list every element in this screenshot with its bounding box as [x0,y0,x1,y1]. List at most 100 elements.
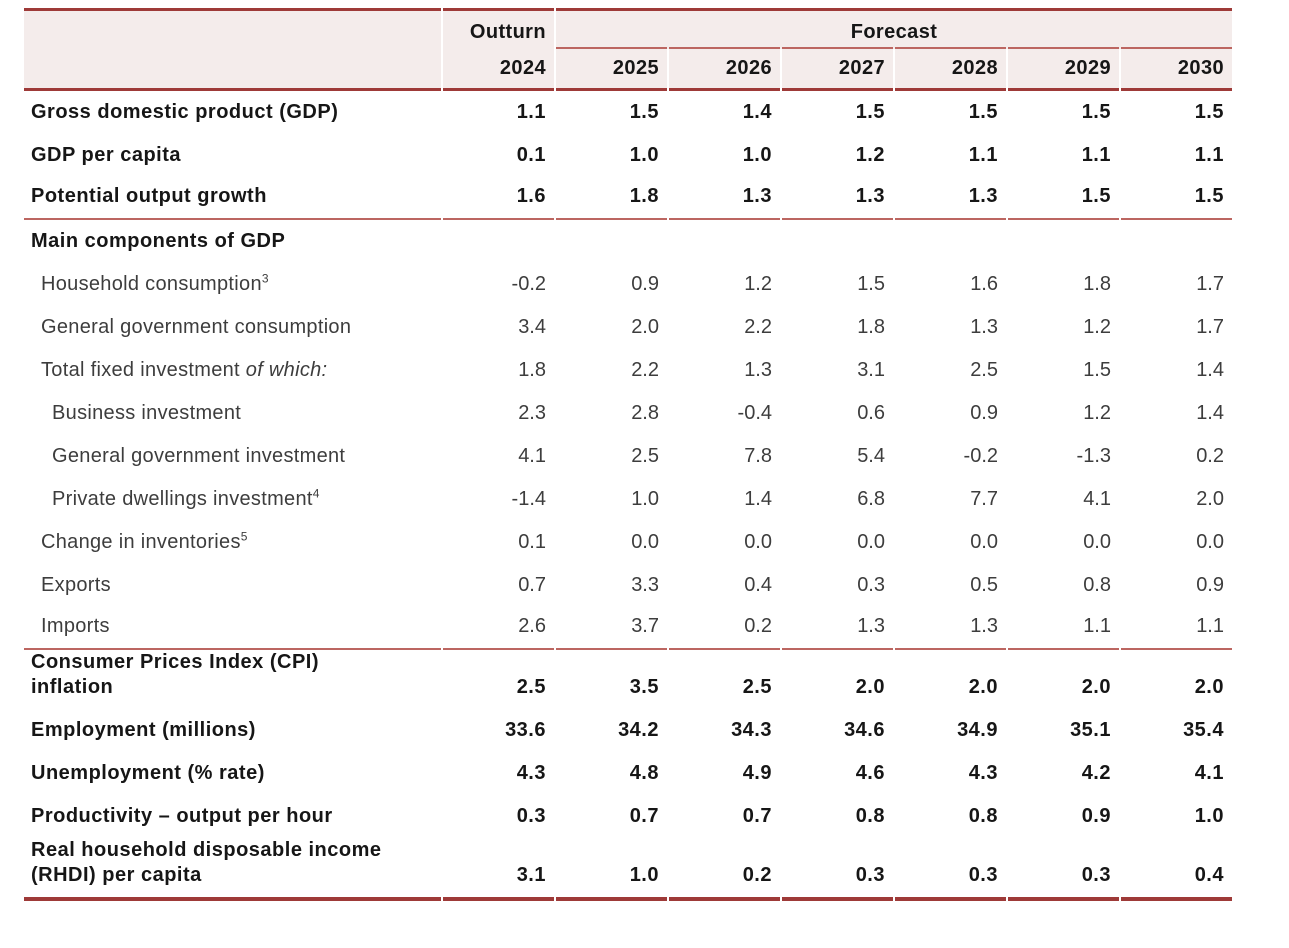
value-cell [556,220,667,263]
value-cell: 1.0 [742,144,772,166]
row-label-cell: Employment (millions) [24,709,441,752]
year-header-2026: 2026 [669,49,780,91]
value-cell [782,220,893,263]
value-cell: 2.2 [631,359,659,381]
value-cell: 0.3 [1008,838,1119,901]
row-label: Business investment [52,402,242,424]
table-header: Outturn Forecast 2024 2025 2026 2027 202… [24,8,1232,91]
value-cell: -1.3 [1076,445,1111,467]
value-cell: 2.6 [443,607,554,650]
row-label: General government consumption [41,316,352,338]
value-cell: 0.3 [782,838,893,901]
value-cell: 0.0 [1196,531,1224,553]
row-label-cell: Total fixed investment of which: [24,349,441,392]
economic-forecast-table: Outturn Forecast 2024 2025 2026 2027 202… [22,8,1234,901]
row-label-cell: Exports [24,564,441,607]
value-cell: 0.4 [1121,838,1232,901]
row-label: Gross domestic product (GDP) [31,101,339,123]
value-cell: -0.2 [511,273,546,295]
table-row: Productivity – output per hour 0.3 0.7 0.7… [24,795,1232,838]
value-cell: 0.9 [1081,805,1111,827]
value-cell: 0.1 [518,531,546,553]
value-cell: 0.8 [968,805,998,827]
value-cell: 3.5 [629,676,659,698]
value-cell: 0.2 [669,838,780,901]
value-cell: 0.9 [970,402,998,424]
row-label-cell: Change in inventories5 [24,521,441,564]
row-label: General government investment [52,445,346,467]
row-label: Household consumption [41,273,262,295]
value-cell: 34.2 [618,719,659,741]
value-cell: 2.5 [742,676,772,698]
row-label-italic: of which: [239,359,328,381]
value-cell: 34.3 [731,719,772,741]
value-cell: 0.5 [970,574,998,596]
value-cell: 4.6 [855,762,885,784]
row-label: Imports [41,615,110,637]
value-cell: 4.8 [629,762,659,784]
value-cell: 3.1 [857,359,885,381]
value-cell: 4.1 [1083,488,1111,510]
value-cell: 1.2 [1083,402,1111,424]
value-cell: 4.2 [1081,762,1111,784]
table-row: General government consumption 3.4 2.0 2.2… [24,306,1232,349]
value-cell: 0.0 [857,531,885,553]
row-label: Consumer Prices Index (CPI) inflation [31,651,320,698]
table-row: Total fixed investment of which: 1.8 2.2 1… [24,349,1232,392]
value-cell: 4.1 [1194,762,1224,784]
table-row: Main components of GDP [24,220,1232,263]
row-label: Private dwellings investment [52,488,313,510]
value-cell: -0.2 [963,445,998,467]
value-cell: 1.2 [744,273,772,295]
value-cell: 34.6 [844,719,885,741]
value-cell: 0.2 [1196,445,1224,467]
value-cell: 0.8 [855,805,885,827]
value-cell: 0.0 [744,531,772,553]
row-label: Potential output growth [31,185,267,207]
year-header-2024: 2024 [443,49,554,91]
value-cell: 2.0 [855,676,885,698]
table-row: Potential output growth 1.6 1.8 1.3 1.3 1.3 1… [24,177,1232,220]
value-cell: 1.7 [1196,316,1224,338]
value-cell: 1.6 [970,273,998,295]
value-cell: 4.1 [518,445,546,467]
value-cell: 7.7 [970,488,998,510]
value-cell: 1.5 [857,273,885,295]
value-cell: 4.3 [516,762,546,784]
table-row: Consumer Prices Index (CPI) inflation 2.… [24,650,1232,709]
value-cell: 2.0 [968,676,998,698]
value-cell: 2.5 [631,445,659,467]
value-cell: 1.7 [1196,273,1224,295]
row-label: Productivity – output per hour [31,805,333,827]
value-cell: 1.0 [629,144,659,166]
table-row: Unemployment (% rate) 4.3 4.8 4.9 4.6 4.3 4.2… [24,752,1232,795]
year-header-2030: 2030 [1121,49,1232,91]
year-header-2027: 2027 [782,49,893,91]
value-cell: 2.8 [631,402,659,424]
value-cell: 1.5 [1121,177,1232,220]
value-cell: 1.4 [1196,359,1224,381]
value-cell: 1.8 [1083,273,1111,295]
value-cell: 1.1 [1194,144,1224,166]
footnote-marker: 4 [312,486,320,501]
forecast-header: Forecast [556,8,1232,49]
value-cell: 2.3 [518,402,546,424]
table-row: Imports 2.6 3.7 0.2 1.3 1.3 1.1 1.1 [24,607,1232,650]
header-group-row: Outturn Forecast [24,8,1232,49]
value-cell: 2.0 [1194,676,1224,698]
value-cell: 1.0 [1194,805,1224,827]
value-cell: 2.0 [1081,676,1111,698]
value-cell [1121,220,1232,263]
value-cell: 35.4 [1183,719,1224,741]
value-cell: 3.4 [518,316,546,338]
header-empty-cell [24,49,441,91]
value-cell: 1.3 [895,607,1006,650]
value-cell: 1.5 [1008,177,1119,220]
value-cell: 0.4 [744,574,772,596]
row-label: Exports [41,574,111,596]
value-cell: 1.1 [968,144,998,166]
row-label-cell: Gross domestic product (GDP) [24,91,441,134]
value-cell: 1.4 [744,488,772,510]
value-cell: 1.1 [1081,144,1111,166]
row-label-cell: Productivity – output per hour [24,795,441,838]
